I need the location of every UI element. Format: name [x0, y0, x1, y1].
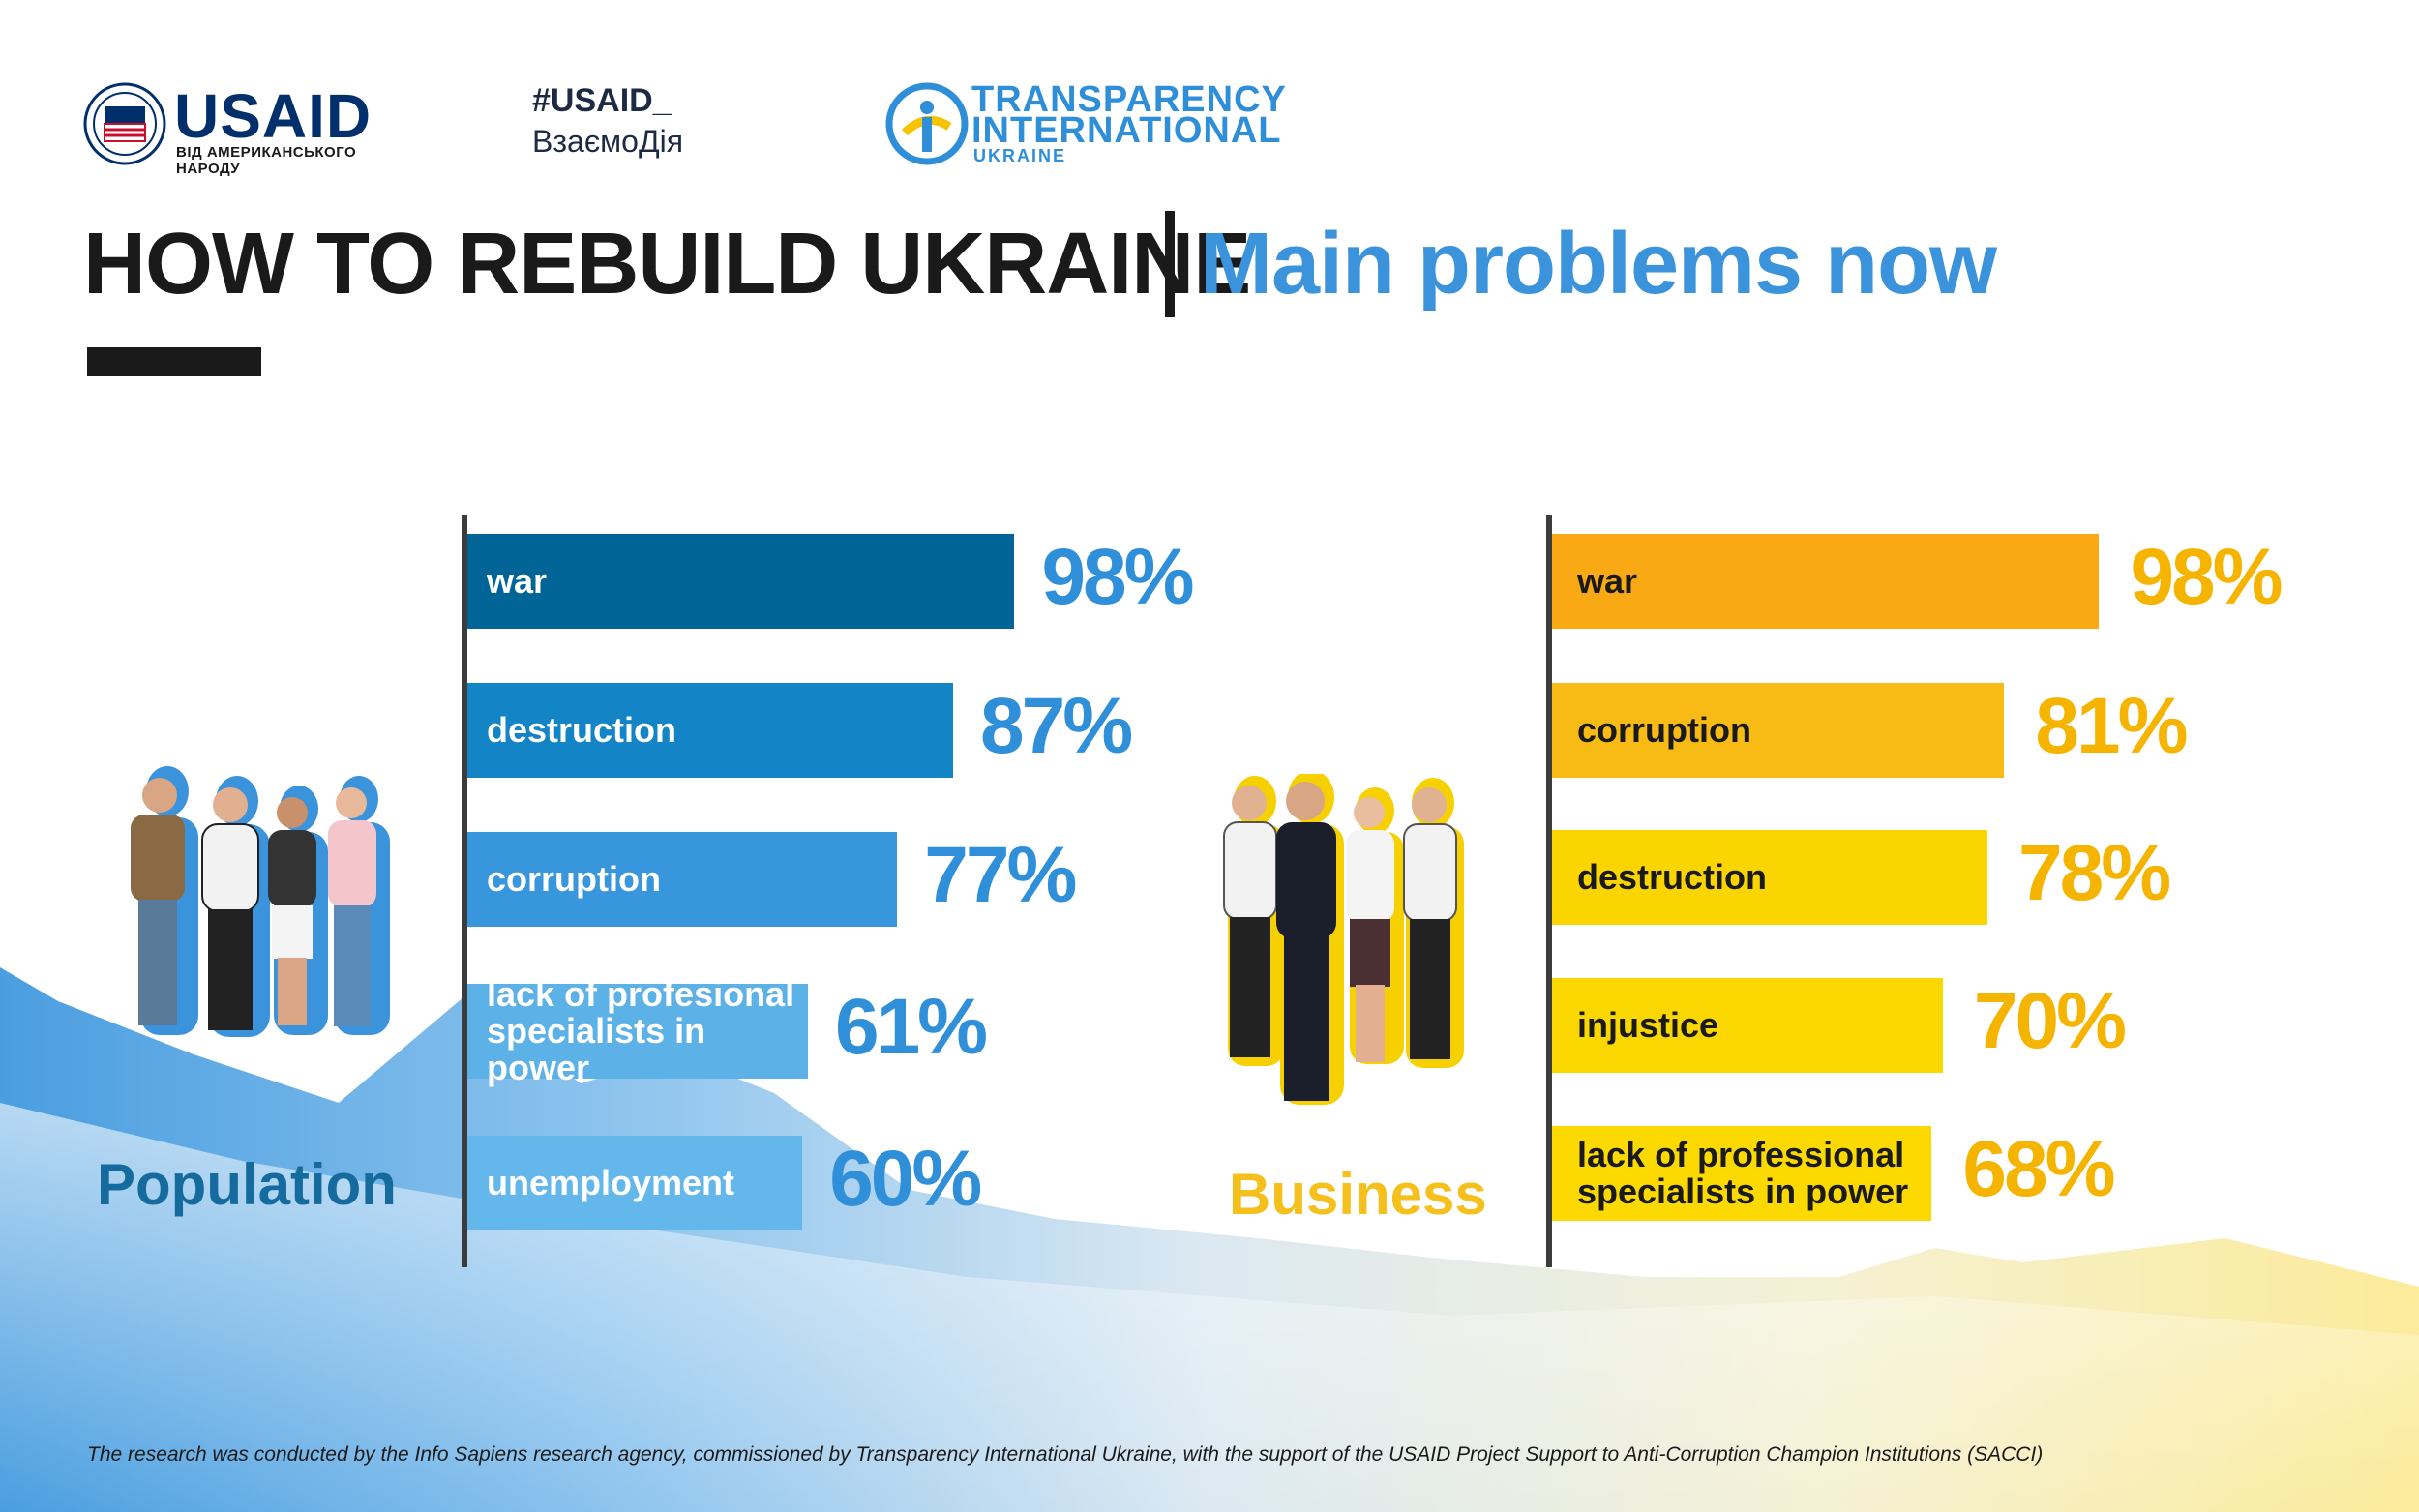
ti-line2: INTERNATIONAL: [971, 110, 1282, 151]
usaid-logo: USAID ВІД АМЕРИКАНСЬКОГО НАРОДУ: [83, 81, 373, 177]
business-axis-line: [1546, 515, 1552, 1267]
usaid-tagline: ВІД АМЕРИКАНСЬКОГО НАРОДУ: [176, 144, 357, 177]
ti-line3: UKRAINE: [973, 146, 1067, 165]
business-people-illustration: [1223, 774, 1464, 1105]
ti-line1: TRANSPARENCY: [971, 79, 1287, 120]
page-title: HOW TO REBUILD UKRAINE: [83, 216, 1251, 312]
hashtag-line1: #USAID_: [532, 82, 672, 119]
business-group-label: Business: [1229, 1162, 1487, 1227]
usaid-wordmark: USAID: [174, 81, 373, 151]
page-subtitle: Main problems now: [1200, 216, 1997, 312]
population-people-illustration: [131, 766, 390, 1037]
title-divider: [1165, 211, 1175, 317]
population-axis-line: [462, 515, 467, 1267]
footnote: The research was conducted by the Info S…: [87, 1443, 2044, 1466]
usaid-seal-icon: [83, 82, 166, 165]
title-underline: [87, 347, 261, 376]
population-group-label: Population: [97, 1152, 397, 1217]
ti-logo-icon: [885, 82, 969, 165]
hashtag-line2: ВзаємоДія: [532, 124, 684, 159]
